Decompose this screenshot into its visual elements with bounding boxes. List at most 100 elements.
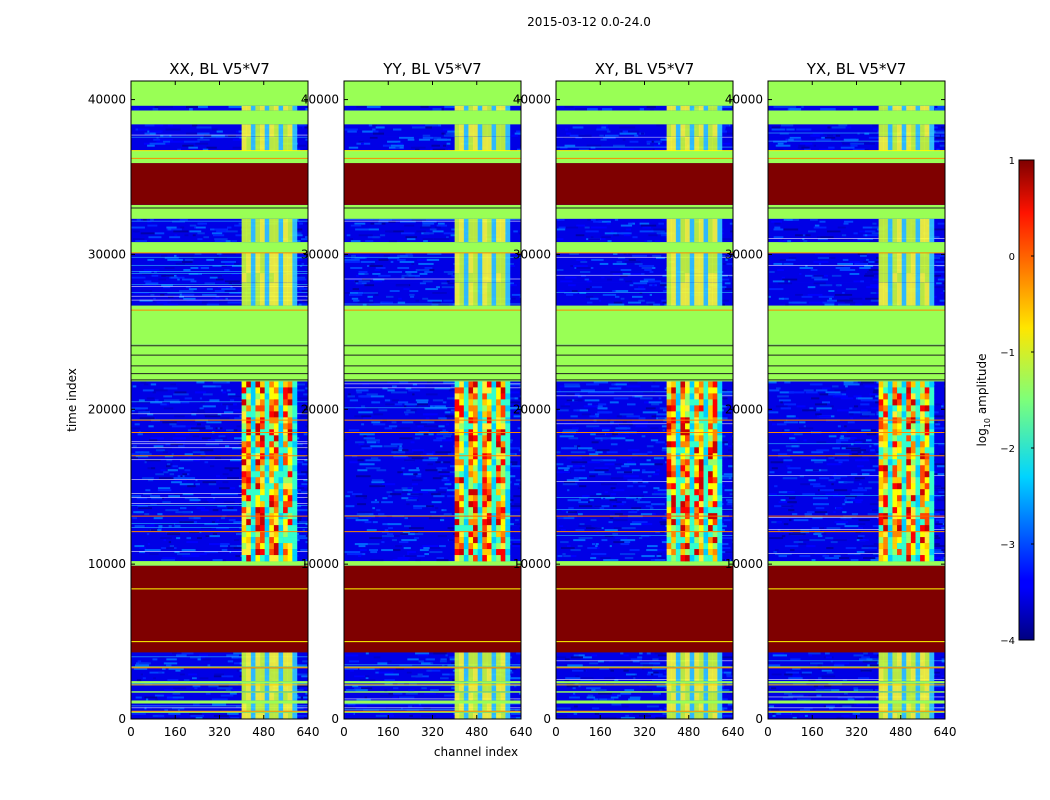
noise-speck	[227, 712, 239, 715]
signal-column	[500, 282, 506, 306]
signal-cell	[698, 495, 704, 502]
signal-column	[482, 105, 488, 111]
noise-speck	[150, 383, 157, 386]
signal-column	[675, 652, 681, 667]
noise-speck	[217, 286, 234, 289]
noise-speck	[580, 274, 587, 277]
noise-speck	[616, 415, 622, 418]
signal-cell	[473, 411, 478, 418]
noise-speck	[231, 551, 243, 554]
signal-column	[246, 667, 252, 682]
noise-speck	[573, 264, 588, 267]
noise-speck	[517, 427, 521, 430]
noise-speck	[352, 288, 359, 291]
signal-cell	[292, 387, 298, 394]
signal-cell	[482, 387, 488, 394]
noise-speck	[230, 716, 240, 719]
noise-speck	[729, 274, 733, 277]
signal-cell	[264, 453, 270, 460]
noise-speck	[184, 469, 191, 472]
noise-speck	[410, 295, 415, 298]
noise-speck	[659, 493, 667, 496]
noise-speck	[401, 421, 414, 424]
noise-speck	[221, 288, 236, 291]
noise-speck	[166, 403, 170, 406]
signal-cell	[473, 435, 478, 442]
signal-cell	[712, 489, 718, 496]
signal-cell	[491, 453, 497, 460]
noise-speck	[564, 105, 574, 109]
signal-column	[671, 273, 677, 283]
noise-speck	[407, 553, 410, 556]
noise-speck	[440, 455, 455, 458]
signal-cell	[505, 477, 511, 484]
noise-speck	[589, 495, 600, 498]
noise-speck	[360, 445, 370, 448]
noise-speck	[635, 425, 648, 428]
signal-column	[241, 282, 247, 306]
noise-speck	[346, 712, 354, 715]
signal-cell	[292, 405, 298, 412]
signal-cell	[292, 489, 298, 496]
noise-speck	[646, 105, 656, 109]
noise-speck	[212, 559, 224, 562]
noise-speck	[577, 395, 582, 398]
signal-cell	[269, 537, 275, 544]
noise-speck	[373, 656, 381, 659]
noise-speck	[174, 493, 183, 496]
signal-cell	[482, 441, 488, 448]
noise-speck	[637, 455, 647, 458]
noise-speck	[160, 403, 168, 406]
noise-speck	[203, 134, 212, 137]
band-nodata	[556, 561, 733, 566]
noise-streak	[556, 679, 733, 680]
signal-cell	[287, 471, 293, 478]
signal-cell	[671, 489, 677, 496]
noise-speck	[425, 288, 439, 291]
signal-cell	[666, 381, 672, 388]
noise-speck	[213, 439, 222, 442]
noise-speck	[519, 295, 521, 298]
noise-speck	[652, 284, 655, 287]
noise-speck	[556, 238, 564, 241]
signal-cell	[255, 555, 261, 562]
signal-column	[491, 652, 497, 667]
signal-cell	[708, 537, 714, 544]
signal-column	[680, 683, 686, 692]
noise-speck	[361, 278, 371, 281]
noise-speck	[401, 232, 415, 235]
signal-cell	[283, 495, 289, 502]
signal-column	[689, 105, 695, 111]
band-nodata	[131, 242, 308, 253]
noise-speck	[659, 407, 672, 410]
noise-speck	[416, 555, 425, 558]
signal-cell	[255, 471, 261, 478]
noise-speck	[661, 541, 668, 544]
noise-speck	[731, 505, 733, 508]
signal-cell	[283, 423, 289, 430]
band-nodata	[131, 561, 308, 566]
noise-speck	[226, 389, 231, 392]
signal-column	[671, 136, 677, 151]
noise-speck	[449, 529, 455, 532]
noise-streak	[131, 551, 308, 552]
signal-cell	[454, 543, 460, 550]
noise-speck	[149, 132, 156, 135]
signal-column	[250, 652, 256, 667]
noise-speck	[352, 252, 361, 255]
noise-speck	[653, 473, 659, 476]
signal-cell	[463, 423, 469, 430]
noise-speck	[720, 709, 725, 712]
noise-speck	[442, 144, 447, 147]
signal-cell	[703, 507, 709, 514]
signal-cell	[250, 537, 256, 544]
noise-speck	[628, 511, 638, 514]
signal-column	[680, 218, 686, 243]
noise-speck	[225, 429, 234, 432]
noise-speck	[656, 469, 660, 472]
signal-cell	[283, 519, 289, 526]
signal-cell	[685, 423, 690, 430]
noise-speck	[647, 240, 653, 243]
signal-column	[505, 105, 511, 111]
signal-cell	[671, 531, 677, 538]
